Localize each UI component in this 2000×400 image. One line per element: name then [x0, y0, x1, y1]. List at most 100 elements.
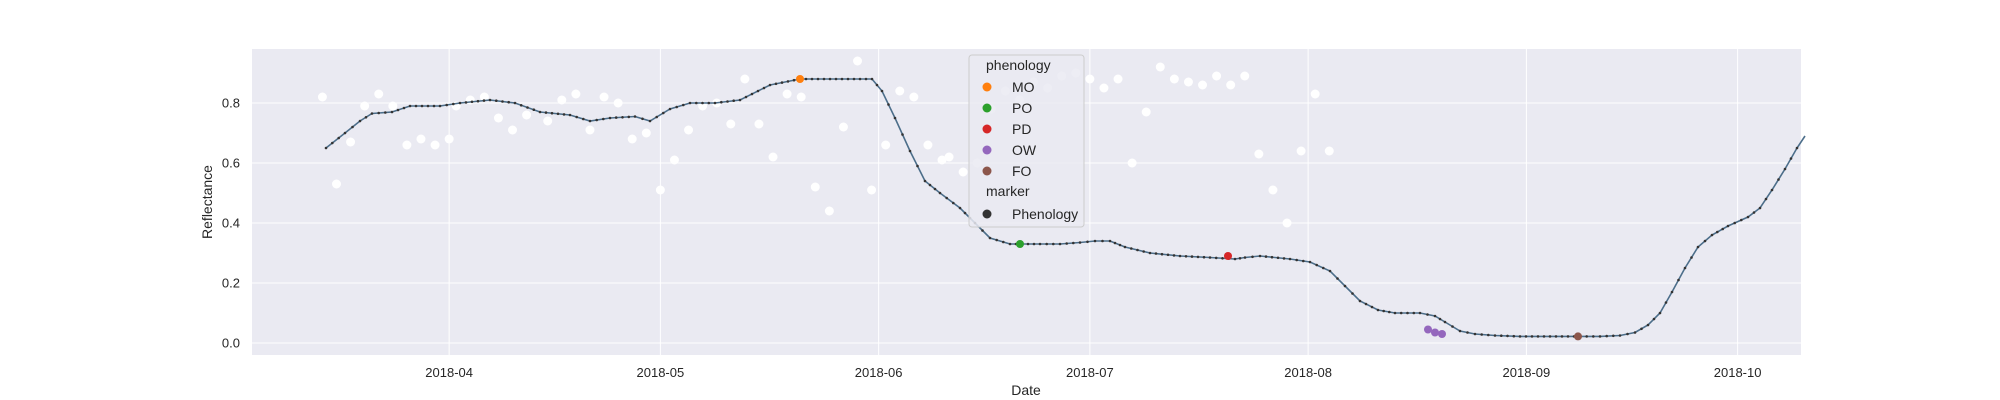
smoothed-dot [1640, 327, 1643, 331]
observation-point-0 [317, 92, 327, 102]
smoothed-dot [1202, 255, 1206, 259]
smoothed-dot [1208, 256, 1212, 259]
smoothed-dot [864, 77, 868, 81]
smoothed-dot [1703, 239, 1707, 243]
observation-point-25 [669, 155, 679, 165]
x-tick-labels: 2018-04 2018-05 2018-06 2018-07 2018-08 2018-… [425, 365, 1761, 380]
phenology-marker-ow [1431, 328, 1439, 337]
observation-point-9 [444, 134, 454, 144]
smoothed-dot [1251, 255, 1254, 259]
smoothed-dot [1351, 292, 1354, 295]
legend-label-ow: OW [1012, 142, 1037, 158]
smoothed-dot [1376, 308, 1380, 312]
smoothed-dot [513, 101, 517, 105]
observation-point-26 [684, 125, 694, 135]
smoothed-dot [458, 101, 462, 105]
smoothed-dot [858, 77, 862, 81]
smoothed-dot [726, 100, 729, 103]
smoothed-dot [1172, 254, 1176, 257]
observation-point-43 [923, 140, 933, 150]
smoothed-dot [1072, 241, 1075, 245]
smoothed-dot [1032, 242, 1036, 246]
smoothed-dot [1136, 248, 1139, 252]
smoothed-dot [641, 117, 644, 121]
smoothed-dot [1282, 257, 1286, 260]
smoothed-dot [1399, 311, 1403, 315]
smoothed-dot [495, 99, 498, 102]
smoothed-dot [482, 99, 486, 102]
smoothed-dot [1270, 255, 1274, 259]
observation-point-45 [944, 152, 954, 162]
smoothed-dot [575, 115, 578, 119]
phenology-marker-po [1016, 240, 1024, 248]
smoothed-dot [1487, 333, 1490, 337]
smoothed-dot [1118, 243, 1122, 247]
smoothed-dot [780, 81, 784, 84]
smoothed-dot [1184, 254, 1188, 258]
smoothed-dot [1542, 335, 1546, 338]
smoothed-dot [1733, 221, 1736, 225]
smoothed-dot [1690, 256, 1693, 259]
smoothed-dot [804, 77, 808, 81]
smoothed-dot [738, 98, 742, 102]
smoothed-dot [945, 196, 948, 200]
smoothed-dot [1633, 331, 1637, 334]
smoothed-dot [840, 77, 844, 81]
smoothed-dot [655, 115, 658, 119]
smoothed-dot [544, 111, 548, 114]
smoothed-dot [1258, 254, 1262, 258]
observation-point-8 [430, 140, 440, 150]
smoothed-dot [1466, 331, 1469, 334]
observation-point-46 [958, 167, 968, 177]
smoothed-dot [582, 117, 585, 121]
smoothed-dot [916, 164, 919, 168]
y-tick-label-3: 0.6 [222, 156, 240, 171]
smoothed-dot [768, 83, 772, 87]
smoothed-dot [1221, 257, 1224, 260]
observation-point-11 [465, 95, 475, 105]
smoothed-dot [1451, 325, 1454, 328]
observation-point-37 [838, 122, 848, 132]
smoothed-dot [384, 111, 387, 114]
smoothed-dot [1789, 157, 1793, 160]
smoothed-dot [1740, 218, 1743, 222]
observation-point-7 [416, 134, 426, 144]
smoothed-dot [732, 99, 735, 102]
smoothed-curve [324, 77, 1806, 338]
smoothed-dot [675, 105, 678, 109]
smoothed-dot [1086, 240, 1089, 244]
smoothed-dot [1524, 335, 1528, 338]
observation-point-29 [726, 119, 736, 129]
smoothed-dot [464, 101, 468, 104]
smoothed-dot [1438, 317, 1442, 321]
smoothed-dot [556, 112, 560, 116]
smoothed-dot [1148, 251, 1152, 255]
smoothed-dot [923, 179, 927, 183]
smoothed-dot [1548, 335, 1552, 338]
legend-swatch-ow [982, 145, 992, 155]
observation-point-21 [613, 98, 623, 108]
observation-point-39 [867, 185, 877, 195]
smoothed-dot [1178, 254, 1182, 258]
smoothed-dot [707, 101, 711, 105]
smoothed-dot [1154, 252, 1158, 255]
legend-swatch-po [982, 103, 992, 113]
observation-point-66 [1240, 71, 1250, 81]
smoothed-dot [488, 98, 492, 102]
smoothed-dot [1500, 334, 1503, 338]
smoothed-dot [668, 107, 672, 111]
smoothed-dot [1670, 290, 1674, 294]
smoothed-dot [1045, 242, 1048, 246]
smoothed-dot [1393, 311, 1397, 315]
smoothed-dot [476, 99, 480, 103]
smoothed-dot [846, 77, 850, 81]
smoothed-dot [774, 82, 778, 86]
smoothed-dot [1166, 253, 1170, 257]
x-tick-label-3: 2018-07 [1066, 365, 1114, 380]
smoothed-dot [438, 104, 442, 108]
observation-point-61 [1169, 74, 1179, 84]
smoothed-dot [1664, 301, 1668, 304]
smoothed-dot [1308, 260, 1312, 264]
smoothed-dot [995, 238, 998, 242]
smoothed-dot [1026, 242, 1030, 246]
